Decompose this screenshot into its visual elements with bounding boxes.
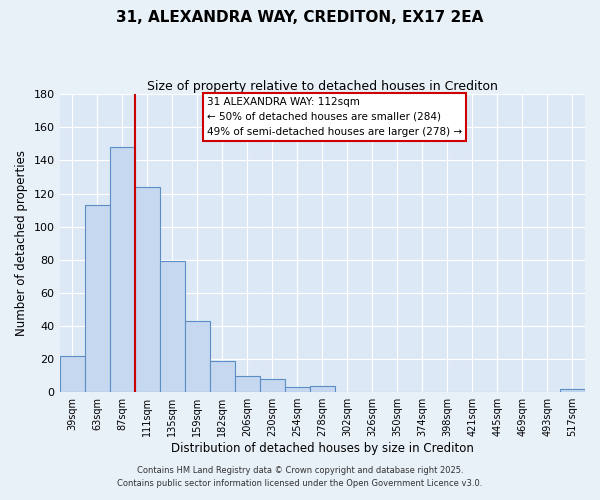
Title: Size of property relative to detached houses in Crediton: Size of property relative to detached ho…: [147, 80, 498, 93]
Bar: [185, 321, 209, 392]
Text: Contains HM Land Registry data © Crown copyright and database right 2025.
Contai: Contains HM Land Registry data © Crown c…: [118, 466, 482, 487]
X-axis label: Distribution of detached houses by size in Crediton: Distribution of detached houses by size …: [171, 442, 474, 455]
Bar: [235, 376, 260, 392]
Bar: [260, 379, 285, 392]
Bar: [285, 387, 310, 392]
Bar: [560, 389, 585, 392]
Bar: [85, 205, 110, 392]
Bar: [160, 262, 185, 392]
Bar: [209, 360, 235, 392]
Bar: [134, 187, 160, 392]
Bar: [59, 356, 85, 392]
Bar: [110, 147, 134, 392]
Y-axis label: Number of detached properties: Number of detached properties: [15, 150, 28, 336]
Bar: [310, 386, 335, 392]
Text: 31, ALEXANDRA WAY, CREDITON, EX17 2EA: 31, ALEXANDRA WAY, CREDITON, EX17 2EA: [116, 10, 484, 25]
Text: 31 ALEXANDRA WAY: 112sqm
← 50% of detached houses are smaller (284)
49% of semi-: 31 ALEXANDRA WAY: 112sqm ← 50% of detach…: [206, 97, 462, 136]
